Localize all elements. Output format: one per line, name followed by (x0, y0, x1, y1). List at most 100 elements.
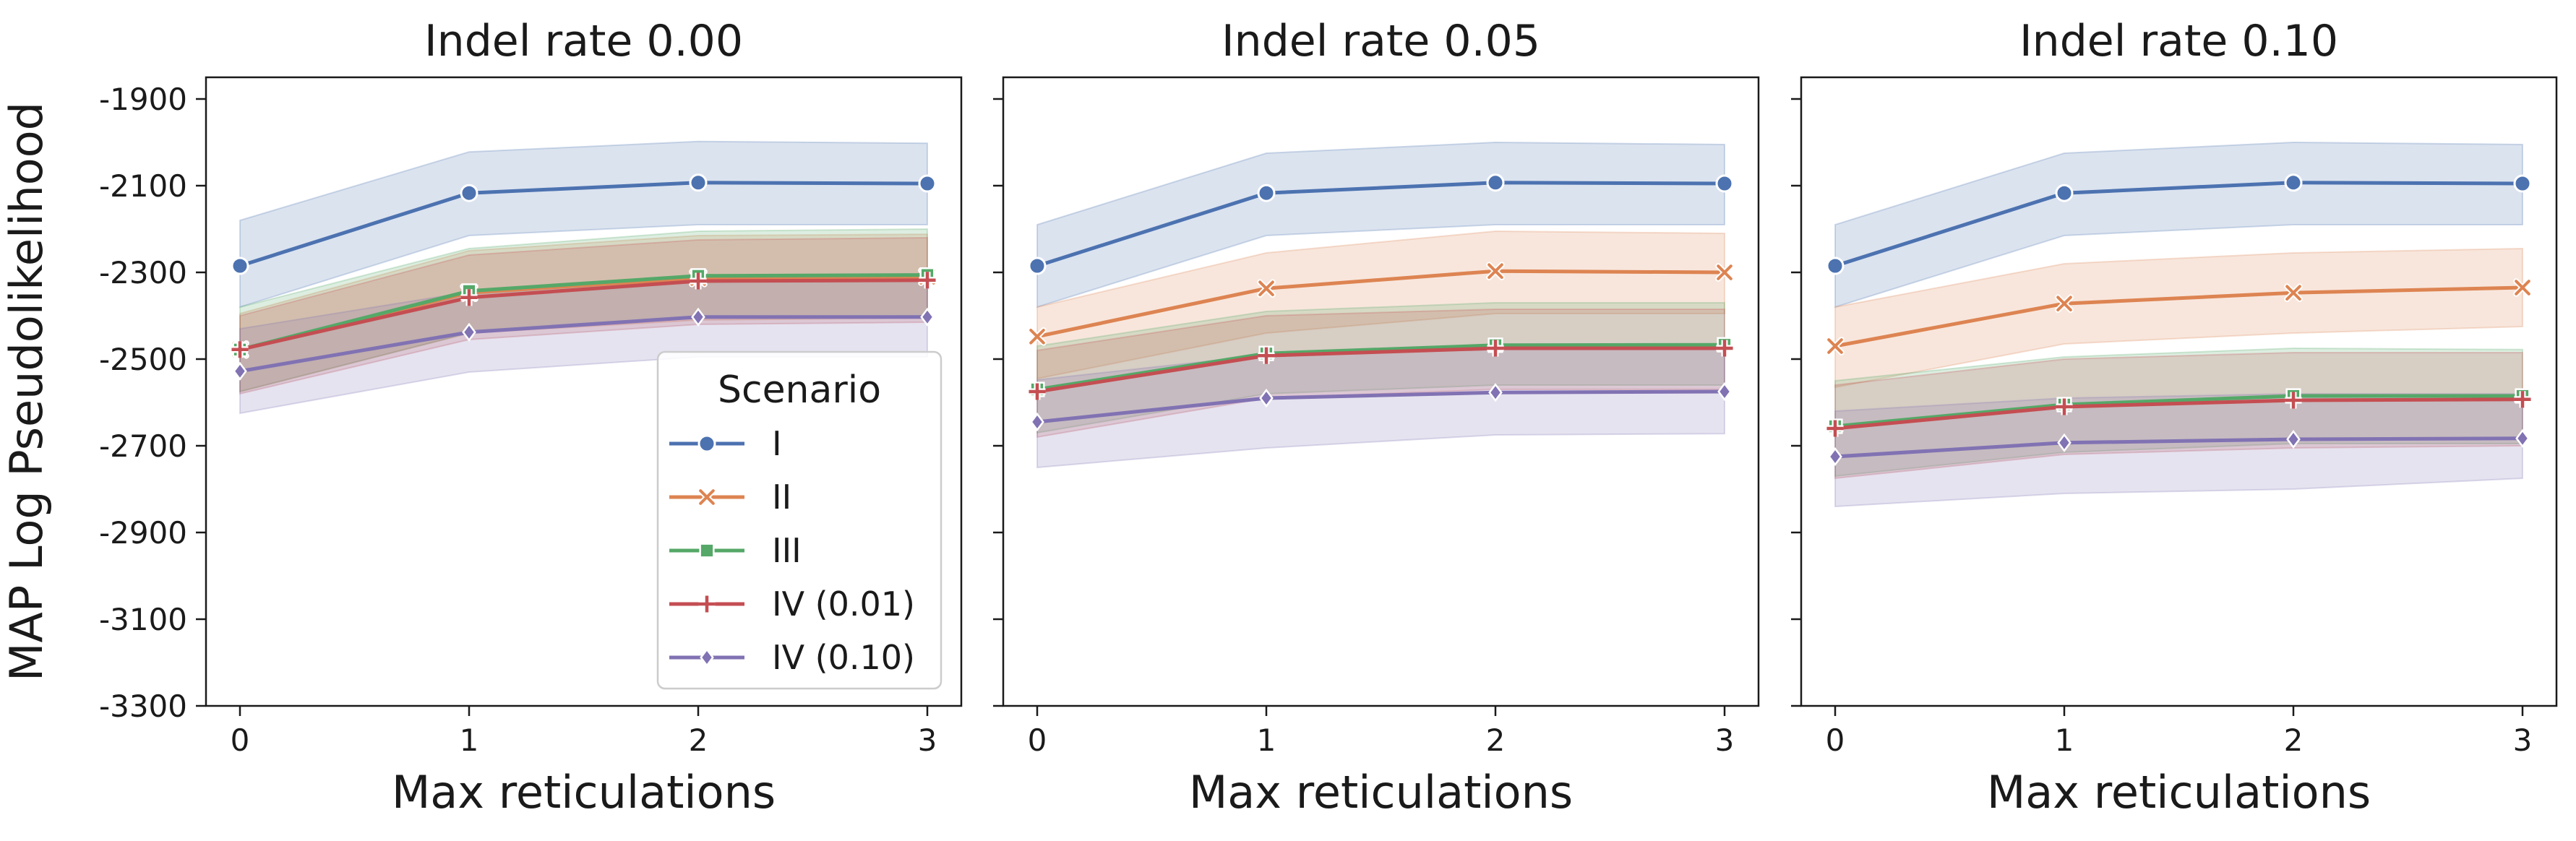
x-tick-label: 0 (1826, 723, 1845, 758)
x-axis-label: Max reticulations (1987, 766, 2371, 819)
point-iv-0-01-0 (1029, 383, 1046, 400)
point-iv-0-10-1 (462, 322, 476, 342)
point-i-3 (2513, 174, 2532, 193)
point-iv-0-10-2 (1488, 383, 1503, 402)
point-i-0 (1826, 256, 1845, 275)
point-iv-0-01-0 (1826, 420, 1844, 437)
x-tick-label: 0 (231, 723, 250, 758)
point-i-0 (1028, 256, 1047, 275)
point-i-1 (2055, 184, 2074, 202)
y-tick-label: -2900 (99, 515, 187, 551)
y-tick-label: -3100 (99, 602, 187, 637)
point-iv-0-10-3 (2515, 428, 2530, 448)
line-iv-0-01 (1834, 397, 2523, 431)
series-iv-0-01 (231, 272, 936, 358)
legend-entry-iii: III (669, 531, 802, 570)
panels: -1900 -2100 -2300 -2500 -2700 -2900 -3100 -3300… (0, 16, 2558, 819)
line-i (1036, 181, 1725, 268)
point-i-3 (918, 174, 937, 193)
legend-entry-iv-0-10: IV (0.10) (669, 638, 915, 677)
panel-1: -1900 -2100 -2300 -2500 -2700 -2900 -3100 -3300… (0, 16, 963, 819)
point-i-1 (1257, 184, 1276, 202)
x-tick-label: 2 (689, 723, 708, 758)
series-iv-0-01 (1826, 391, 2531, 437)
legend-label: III (772, 531, 802, 570)
plot-frame (1002, 76, 1760, 707)
legend-label: II (772, 478, 791, 517)
point-i-3 (1715, 174, 1734, 193)
x-tick-label: 2 (1486, 723, 1506, 758)
point-i-2 (689, 173, 708, 192)
point-ii-1 (1257, 279, 1276, 298)
x-axis-label: Max reticulations (392, 766, 776, 819)
y-tick-label: -1900 (99, 82, 187, 117)
legend-label: IV (0.10) (772, 638, 915, 677)
series-i (1028, 173, 1734, 275)
series-iv-0-10 (233, 307, 935, 381)
line-iv-0-10 (239, 315, 927, 374)
y-tick-label: -2500 (99, 342, 187, 377)
panel-title: Indel rate 0.10 (2019, 16, 2338, 66)
x-tick-label: 2 (2284, 723, 2304, 758)
line-i (1834, 181, 2523, 268)
point-iv-0-01-1 (460, 289, 478, 306)
series-ii (1028, 262, 1734, 346)
legend-label: IV (0.01) (772, 585, 915, 624)
legend-entry-i: I (669, 424, 782, 463)
band-ii (1036, 230, 1725, 380)
point-ii-3 (1715, 263, 1734, 282)
panel-3: 0 1 2 3 Indel rate 0.10 Max reticulations (1791, 16, 2558, 819)
line-ii (1036, 269, 1725, 339)
point-iv-0-10-0 (233, 361, 247, 381)
series-iv-0-01 (1029, 340, 1733, 400)
legend-marker-i (697, 434, 716, 453)
line-iv-0-01 (1036, 346, 1725, 394)
point-ii-2 (1486, 262, 1505, 280)
legend-marker-ii (697, 488, 716, 506)
x-tick-label: 0 (1028, 723, 1047, 758)
panel-title: Indel rate 0.05 (1222, 16, 1540, 66)
point-i-2 (1486, 173, 1505, 192)
band-iv-0-10 (1834, 393, 2523, 508)
point-iv-0-01-0 (231, 341, 249, 358)
line-iii (239, 273, 928, 352)
series-i (231, 173, 937, 275)
x-tick-label: 3 (1715, 723, 1735, 758)
point-iv-0-10-1 (2057, 433, 2071, 452)
point-iv-0-01-1 (2056, 398, 2073, 415)
y-tick-label: -2700 (99, 428, 187, 464)
plot-frame (1800, 76, 2558, 707)
point-iv-0-01-3 (1716, 340, 1733, 357)
point-i-0 (231, 256, 249, 275)
point-iv-0-10-0 (1030, 412, 1044, 432)
plot-frame (205, 76, 963, 707)
y-tick-label: -2300 (99, 255, 187, 290)
point-ii-0 (1826, 337, 1845, 355)
legend-marker-iii (699, 543, 715, 558)
line-ii (1834, 285, 2523, 348)
point-iv-0-10-3 (1717, 381, 1732, 402)
point-iv-0-01-3 (919, 272, 936, 289)
legend-entry-iv-0-01: IV (0.01) (669, 585, 915, 624)
line-iii (1834, 394, 2523, 428)
y-tick-label: -3300 (99, 689, 187, 724)
point-i-1 (460, 184, 478, 202)
x-axis-label: Max reticulations (1189, 766, 1573, 819)
line-i (239, 181, 928, 268)
legend-marker-iv-0-10 (700, 647, 714, 668)
point-i-2 (2284, 173, 2303, 192)
point-iv-0-10-0 (1828, 447, 1842, 467)
legend-label: I (772, 424, 782, 463)
point-iv-0-01-2 (690, 272, 707, 290)
point-iv-0-01-2 (1487, 340, 1504, 357)
line-iv-0-10 (1834, 436, 2523, 459)
legend-title: Scenario (718, 368, 881, 412)
confidence-bands (1036, 141, 1725, 469)
series-i (1826, 173, 2532, 275)
series-iv-0-10 (1030, 381, 1732, 432)
panel-2: 0 1 2 3 Indel rate 0.05 Max reticulations (993, 16, 1760, 819)
point-iv-0-10-2 (2286, 429, 2301, 449)
point-ii-3 (2513, 278, 2532, 297)
